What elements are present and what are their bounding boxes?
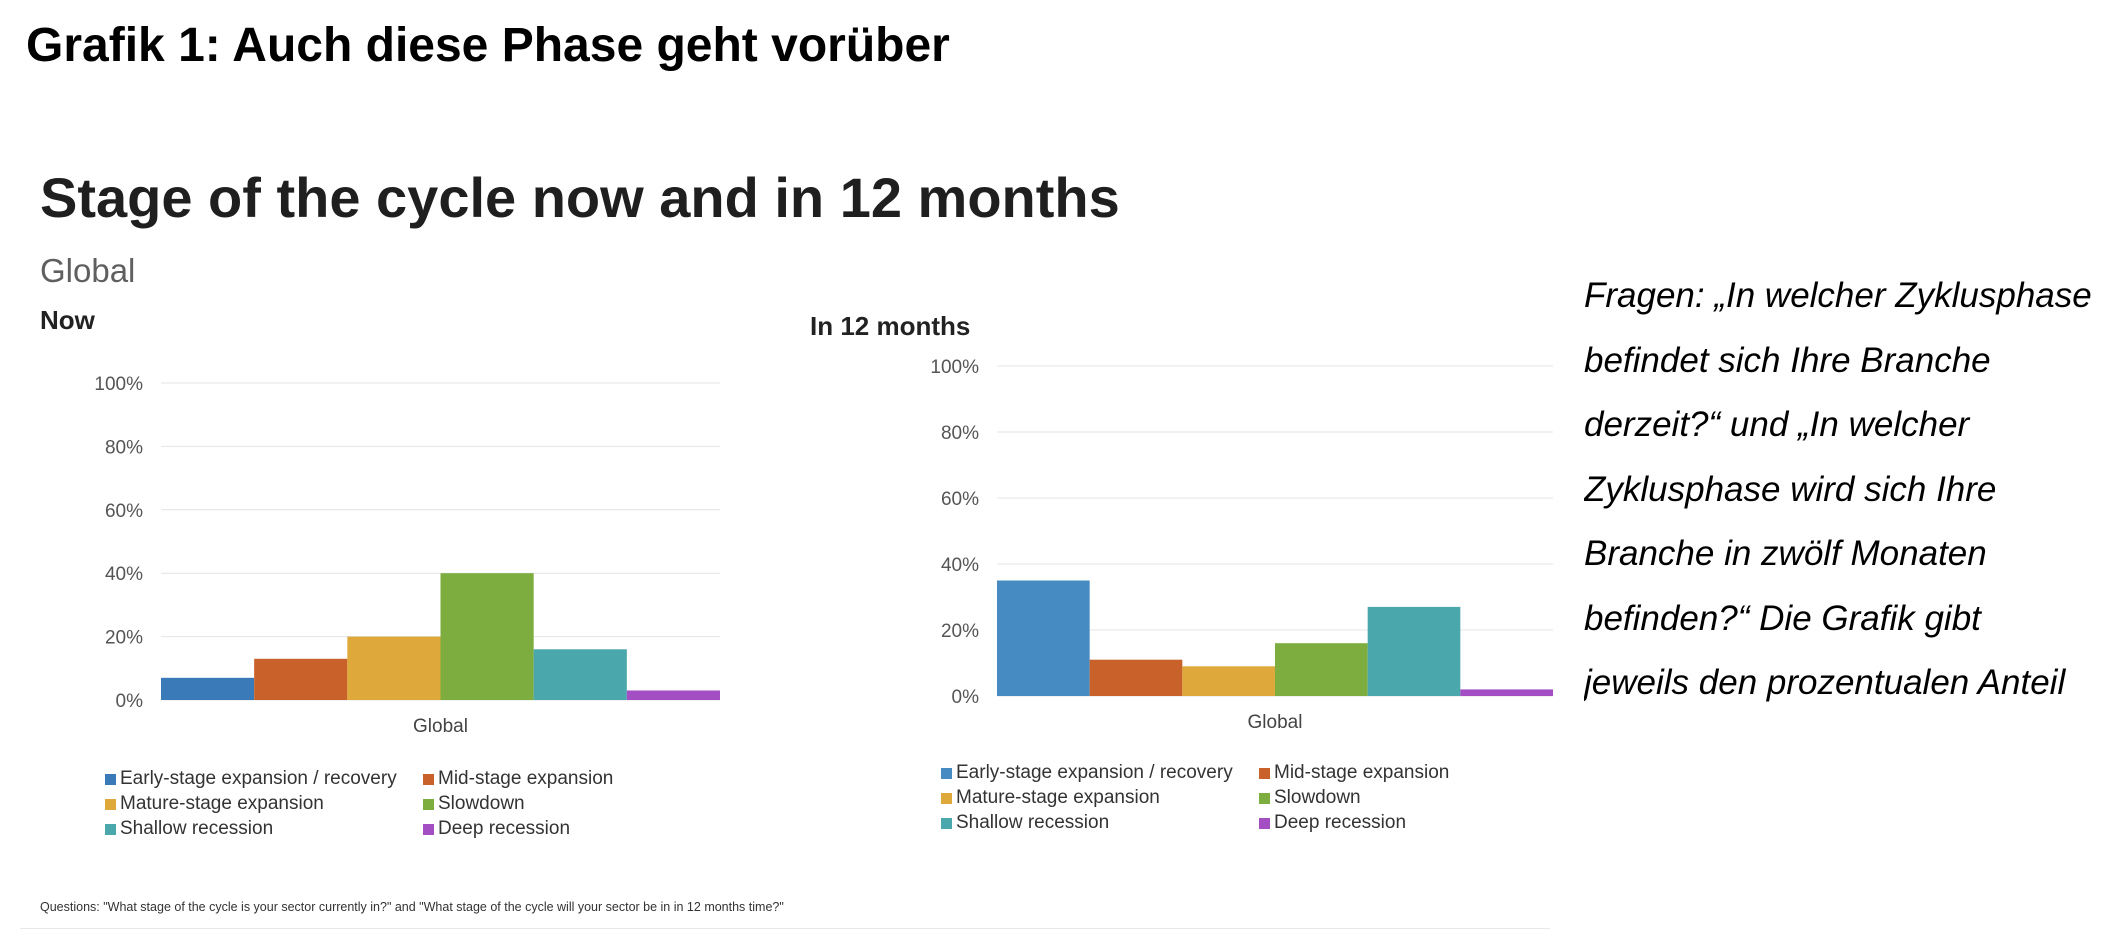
- y-tick-label: 0%: [116, 691, 144, 712]
- bar: [161, 677, 255, 700]
- side-text-line: Branche in zwölf Monaten: [1584, 534, 1987, 573]
- x-category-label: Global: [1248, 712, 1303, 733]
- legend-label: Deep recession: [438, 818, 571, 839]
- side-text-line: Zyklusphase wird sich Ihre: [1584, 469, 1997, 509]
- bar: [440, 573, 534, 700]
- legend-item: Early-stage expansion / recovery: [105, 768, 423, 790]
- legend-swatch: [941, 817, 952, 829]
- legend-swatch: [105, 798, 116, 810]
- legend-item: Mid-stage expansion: [423, 768, 683, 790]
- y-tick-label: 80%: [105, 437, 143, 458]
- legend-label: Shallow recession: [956, 812, 1110, 833]
- bar: [533, 649, 627, 700]
- legend-item: Shallow recession: [941, 812, 1259, 834]
- bar: [1460, 689, 1553, 696]
- side-text-line: derzeit?“ und „In welcher: [1584, 405, 1970, 444]
- legend-swatch: [1259, 767, 1270, 779]
- legend-item: Mature-stage expansion: [105, 793, 423, 815]
- bar: [997, 580, 1090, 696]
- legend-swatch: [423, 823, 434, 835]
- y-tick-label: 60%: [105, 501, 143, 522]
- panel-title-now: Now: [40, 305, 95, 335]
- legend-label: Deep recession: [1274, 812, 1407, 833]
- y-tick-label: 60%: [941, 489, 979, 510]
- bar: [254, 658, 348, 700]
- chart-12-months: 0% 20% 40% 60% 80% 100% Global: [930, 357, 1553, 733]
- legend-item: Slowdown: [1259, 787, 1519, 809]
- side-text-line: Fragen: „In welcher Zyklusphase: [1584, 276, 2092, 315]
- y-tick-label: 20%: [105, 628, 143, 649]
- footnote: Questions: "What stage of the cycle is y…: [40, 900, 784, 914]
- bar: [1367, 606, 1461, 696]
- y-tick-label: 0%: [952, 687, 980, 708]
- bar: [1182, 666, 1275, 696]
- legend-label: Mature-stage expansion: [956, 787, 1160, 808]
- y-tick-label: 40%: [105, 564, 143, 585]
- legend-swatch: [1259, 817, 1270, 829]
- legend-label: Mid-stage expansion: [438, 768, 614, 789]
- y-tick-label: 40%: [941, 555, 979, 576]
- panel-title-12-months: In 12 months: [810, 311, 971, 341]
- side-text-line: befinden?“ Die Grafik gibt: [1584, 598, 1981, 638]
- y-tick-label: 100%: [94, 374, 143, 395]
- legend-label: Mature-stage expansion: [120, 793, 324, 814]
- legend-swatch: [1259, 792, 1270, 804]
- legend-item: Deep recession: [423, 818, 683, 840]
- footer-divider: [20, 928, 1550, 929]
- legend-now: Early-stage expansion / recovery Mid-stag…: [105, 768, 683, 840]
- y-tick-label: 100%: [930, 357, 979, 378]
- legend-swatch: [941, 767, 952, 779]
- chart-title: Stage of the cycle now and in 12 months: [40, 166, 1120, 229]
- legend-label: Early-stage expansion / recovery: [120, 768, 397, 789]
- legend-swatch: [941, 792, 952, 804]
- bar: [347, 636, 441, 700]
- legend-swatch: [105, 773, 116, 785]
- legend-label: Slowdown: [438, 793, 525, 814]
- bar: [626, 690, 720, 700]
- x-category-label: Global: [413, 716, 468, 737]
- legend-swatch: [423, 773, 434, 785]
- legend-item: Shallow recession: [105, 818, 423, 840]
- legend-item: Mid-stage expansion: [1259, 762, 1519, 784]
- legend-item: Early-stage expansion / recovery: [941, 762, 1259, 784]
- legend-label: Shallow recession: [120, 818, 274, 839]
- legend-label: Early-stage expansion / recovery: [956, 762, 1233, 783]
- bar: [1089, 659, 1183, 696]
- legend-item: Mature-stage expansion: [941, 787, 1259, 809]
- legend-swatch: [105, 823, 116, 835]
- legend-item: Deep recession: [1259, 812, 1519, 834]
- legend-label: Mid-stage expansion: [1274, 762, 1450, 783]
- y-tick-label: 80%: [941, 423, 979, 444]
- legend-label: Slowdown: [1274, 787, 1361, 808]
- legend-12-months: Early-stage expansion / recovery Mid-stag…: [941, 762, 1519, 834]
- y-tick-label: 20%: [941, 621, 979, 642]
- chart-subtitle: Global: [40, 252, 136, 289]
- side-text-line: befindet sich Ihre Branche: [1584, 340, 1991, 380]
- legend-item: Slowdown: [423, 793, 683, 815]
- bar: [1275, 643, 1368, 696]
- chart-now: 0% 20% 40% 60% 80% 100% Global: [94, 374, 720, 737]
- legend-swatch: [423, 798, 434, 810]
- side-text: Fragen: „In welcher Zyklusphase befindet…: [1584, 264, 2112, 716]
- page-heading: Grafik 1: Auch diese Phase geht vorüber: [26, 19, 950, 72]
- side-text-line: jeweils den prozentualen Anteil: [1584, 663, 2066, 702]
